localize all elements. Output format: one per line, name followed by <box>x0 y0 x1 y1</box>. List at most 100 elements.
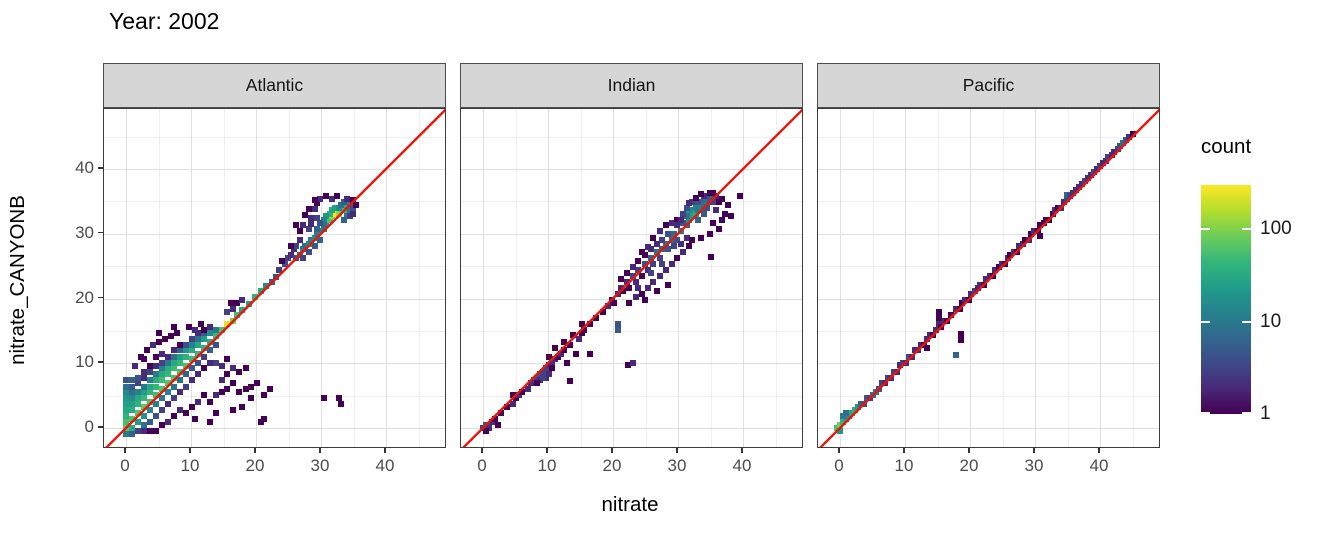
bin-tile <box>320 395 327 402</box>
legend-title: count <box>1201 135 1252 158</box>
bin-tile <box>188 341 195 348</box>
bin-tile <box>719 216 726 223</box>
bin-tile <box>218 362 225 369</box>
bin-tile <box>635 257 642 264</box>
bin-tile <box>706 231 713 238</box>
panel-pacific <box>817 108 1160 448</box>
bin-tile <box>123 413 129 420</box>
bin-tile <box>715 225 722 232</box>
bin-tile <box>260 415 267 422</box>
bin-tile <box>224 356 231 363</box>
bin-tile <box>201 392 207 398</box>
bin-tile <box>158 377 165 384</box>
bin-tile <box>641 296 648 303</box>
bin-tile <box>698 234 705 241</box>
bin-tile <box>251 294 258 301</box>
bin-tile <box>644 244 651 251</box>
bin-tile <box>659 237 666 244</box>
bin-tile <box>314 225 321 232</box>
bin-tile <box>143 347 150 354</box>
bin-tile <box>245 300 252 307</box>
gridline <box>743 109 744 447</box>
bin-tile <box>695 216 702 223</box>
bin-tile <box>171 413 178 420</box>
x-tick-label: 0 <box>477 456 487 475</box>
bin-tile <box>266 386 273 393</box>
bin-tile <box>201 365 207 372</box>
bin-tile <box>128 395 135 402</box>
legend-tick <box>1201 320 1210 323</box>
bin-tile <box>957 331 964 338</box>
y-axis-tick <box>98 231 103 234</box>
bin-tile <box>164 380 171 387</box>
legend-tick <box>1201 412 1210 414</box>
x-tick-label: 40 <box>375 456 395 475</box>
bin-tile <box>248 395 255 402</box>
bin-tile <box>915 347 921 354</box>
bin-tile <box>152 377 159 384</box>
gridline <box>386 109 387 447</box>
legend-tick <box>1242 320 1251 323</box>
bin-tile <box>206 398 213 405</box>
y-tick-label: 0 <box>84 417 94 436</box>
bin-tile <box>233 312 240 319</box>
bin-tile <box>123 377 129 384</box>
bin-tile <box>953 351 960 358</box>
y-axis-tick <box>98 426 103 428</box>
bin-tile <box>644 285 651 292</box>
bin-tile <box>923 344 930 351</box>
bin-tile <box>230 318 237 325</box>
x-axis-tick <box>384 448 386 453</box>
bin-tile <box>893 368 900 375</box>
bin-tile <box>707 254 714 261</box>
bin-tile <box>177 347 183 354</box>
bin-tile <box>545 353 552 360</box>
bin-tile <box>177 353 183 360</box>
x-axis-tick <box>838 448 840 453</box>
bin-tile <box>317 237 324 244</box>
bin-tile <box>218 377 225 384</box>
bin-tile <box>635 285 642 292</box>
bin-tile <box>842 410 849 417</box>
bin-tile <box>152 383 159 390</box>
bin-tile <box>194 335 201 342</box>
bin-tile <box>587 320 594 327</box>
bin-tile <box>177 359 183 366</box>
legend-tick <box>1242 228 1251 231</box>
bin-tile <box>524 386 531 393</box>
bin-tile <box>311 243 318 250</box>
bin-tile <box>498 410 505 417</box>
bin-tile <box>593 314 600 321</box>
bin-tile <box>171 365 178 372</box>
y-axis-tick <box>98 361 103 363</box>
gridline <box>104 201 445 202</box>
bin-tile <box>164 371 171 378</box>
bin-tile <box>206 419 213 426</box>
bin-tile <box>141 374 148 381</box>
legend-colorbar <box>1201 185 1251 414</box>
bin-tile <box>944 318 951 325</box>
bin-tile <box>194 371 201 378</box>
legend-tick <box>1201 228 1210 231</box>
bin-tile <box>158 406 165 413</box>
bin-tile <box>206 347 213 354</box>
bin-tile <box>123 406 129 413</box>
bin-tile <box>689 237 696 244</box>
bin-tile <box>123 395 129 402</box>
gridline <box>461 234 802 235</box>
bin-tile <box>1129 131 1136 137</box>
gridline <box>256 109 257 447</box>
bin-tile <box>567 378 574 385</box>
gridline <box>818 234 1159 235</box>
y-tick-label: 10 <box>75 352 94 372</box>
gridline <box>461 331 802 332</box>
bin-tile <box>152 371 159 378</box>
bin-tile <box>293 243 300 250</box>
bin-tile <box>650 234 657 241</box>
panel-indian <box>460 108 803 448</box>
bin-tile <box>668 261 675 268</box>
bin-tile <box>938 324 945 330</box>
bin-tile <box>495 421 501 428</box>
bin-tile <box>653 287 660 294</box>
bin-tile <box>191 326 198 333</box>
